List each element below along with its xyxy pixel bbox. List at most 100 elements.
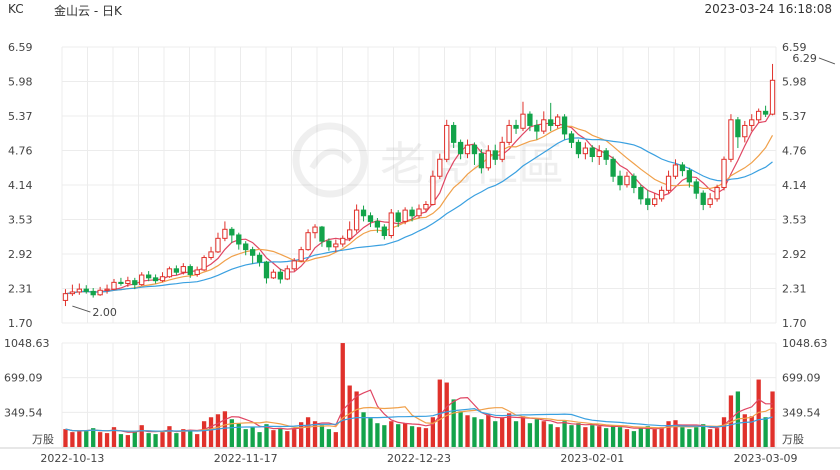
volume-bar — [229, 419, 234, 447]
volume-bar — [91, 428, 96, 447]
volume-bar — [153, 434, 158, 447]
date-tick-label: 2022-10-13 — [40, 452, 104, 465]
volume-bar — [305, 417, 311, 447]
candle-body — [367, 215, 374, 222]
volume-bar — [520, 416, 526, 447]
volume-bar — [188, 430, 193, 447]
candle-body — [388, 212, 394, 237]
candle-body — [139, 274, 145, 286]
candle-body — [416, 208, 422, 217]
candle-body — [298, 249, 304, 262]
volume-tick-label-left: 699.09 — [4, 372, 43, 385]
grid — [0, 46, 840, 449]
volume-bar — [125, 435, 131, 447]
candle-body — [305, 232, 311, 251]
volume-bar — [271, 430, 276, 447]
candle-body — [665, 175, 672, 191]
volume-bar — [527, 423, 533, 447]
volume-bar — [146, 433, 151, 447]
candle-body — [658, 189, 665, 200]
volume-bar — [624, 429, 630, 447]
high-marker-line — [818, 57, 836, 65]
candle-body — [319, 226, 325, 242]
volume-bar — [541, 421, 546, 447]
volume-bar — [694, 427, 699, 447]
volume-bar — [299, 422, 304, 447]
candle-body — [589, 147, 595, 157]
candle-body — [603, 150, 609, 160]
candle-body — [118, 281, 124, 284]
annotations: 6.29 2.00 — [72, 52, 836, 319]
candle-body — [83, 288, 89, 292]
volume-bar — [104, 433, 110, 447]
volume-bar — [513, 421, 519, 447]
volume-bar — [347, 385, 352, 447]
volume-bar — [409, 426, 415, 447]
candle-body — [62, 293, 69, 301]
volume-bar — [610, 425, 616, 447]
volume-bar — [416, 427, 422, 447]
candle-body — [430, 175, 436, 205]
price-tick-label-left: 4.14 — [8, 179, 33, 192]
candle-body — [69, 291, 76, 295]
candle-body — [700, 192, 706, 205]
candle-body — [631, 175, 637, 189]
volume-bar — [451, 399, 456, 447]
volume-bar — [354, 391, 359, 447]
volume-bar — [70, 432, 75, 447]
candle-body — [444, 124, 450, 160]
candle-body — [520, 113, 526, 129]
candle-body — [229, 228, 235, 236]
candle-body — [166, 268, 173, 278]
candle-body — [173, 268, 180, 273]
candle-body — [215, 237, 221, 253]
volume-tick-label-right: 699.09 — [782, 372, 821, 385]
volume-bar — [326, 429, 332, 447]
candle-body — [76, 288, 82, 293]
candle-body — [132, 280, 138, 286]
volume-bar — [604, 428, 609, 447]
candle-body — [728, 119, 734, 160]
watermark: 老虎社區 — [292, 122, 564, 198]
candle-body — [721, 158, 727, 189]
volume-bar — [264, 424, 269, 447]
volume-tick-label-left: 1048.63 — [4, 337, 50, 350]
candle-body — [672, 164, 679, 177]
volume-bar — [389, 421, 394, 447]
candle-body — [485, 150, 491, 169]
volume-bar — [631, 431, 637, 447]
volume-bar — [493, 421, 498, 447]
candle-body — [575, 141, 582, 155]
volume-bar — [215, 414, 221, 447]
candle-body — [291, 260, 297, 270]
date-tick-label: 2023-02-01 — [560, 452, 624, 465]
price-tick-label-left: 6.59 — [8, 41, 33, 54]
candle-body — [471, 144, 478, 155]
volume-bar — [756, 379, 761, 447]
volume-bar — [562, 421, 567, 447]
volume-bar — [576, 423, 581, 447]
volume-bar — [506, 413, 512, 447]
candle-body — [624, 175, 630, 186]
volume-bar — [181, 429, 186, 447]
candle-body — [749, 119, 755, 126]
volume-bar — [97, 432, 103, 447]
price-tick-label-right: 5.37 — [782, 110, 807, 123]
volume-unit-label-left: 万股 — [32, 433, 54, 446]
volume-bar — [396, 424, 401, 447]
candle-body — [527, 113, 533, 126]
candle-body — [464, 144, 471, 155]
candle-body — [201, 257, 207, 271]
volume-bar — [444, 382, 449, 447]
candle-body — [97, 289, 103, 296]
volume-bar — [111, 427, 117, 447]
volume-bar — [236, 423, 241, 447]
volume-bar — [479, 419, 484, 447]
candle-body — [277, 271, 284, 280]
date-tick-label: 2022-12-23 — [387, 452, 451, 465]
stock-name-period: 金山云 - 日K — [54, 4, 122, 18]
candle-body — [270, 271, 277, 279]
candle-body — [402, 209, 408, 222]
volume-bar — [201, 421, 207, 447]
